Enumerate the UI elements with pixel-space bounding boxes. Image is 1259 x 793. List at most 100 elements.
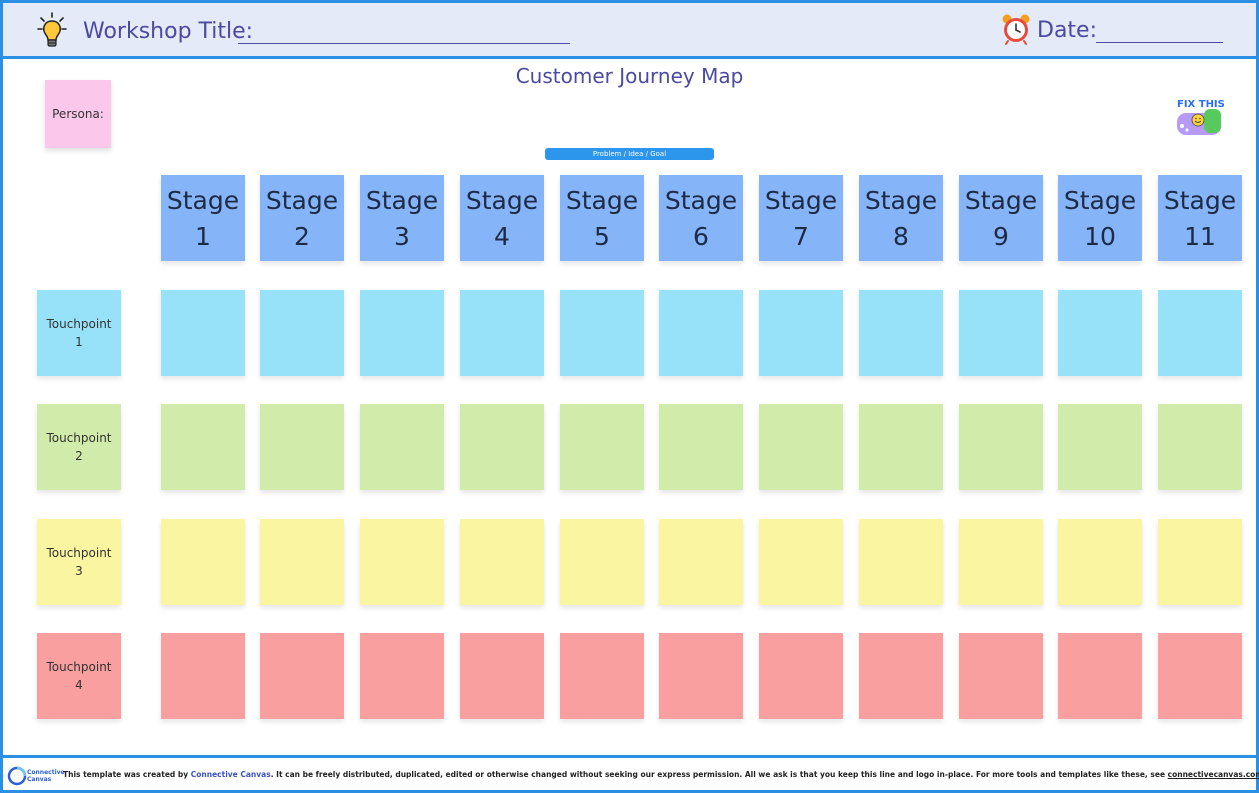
journey-sticky-note[interactable] [759,633,843,719]
journey-sticky-note[interactable] [859,404,943,490]
journey-sticky-note[interactable] [659,633,743,719]
problem-idea-goal-label[interactable]: Problem / Idea / Goal [545,148,714,160]
stage-header[interactable]: Stage 4 [460,175,544,261]
journey-sticky-note[interactable] [260,404,344,490]
journey-sticky-note[interactable] [260,633,344,719]
journey-sticky-note[interactable] [360,290,444,376]
journey-sticky-note[interactable] [759,290,843,376]
stage-word: Stage [365,186,439,215]
stage-word: Stage [565,186,639,215]
journey-sticky-note[interactable] [460,519,544,605]
journey-sticky-note[interactable] [659,290,743,376]
touchpoint-number: 2 [75,449,83,463]
stage-header[interactable]: Stage 1 [161,175,245,261]
journey-sticky-note[interactable] [659,519,743,605]
stage-header[interactable]: Stage 10 [1058,175,1142,261]
date-label: Date: [1037,18,1097,43]
journey-sticky-note[interactable] [161,290,245,376]
workshop-title-label: Workshop Title: [83,19,254,44]
stage-number: 5 [594,222,610,251]
journey-sticky-note[interactable] [1058,404,1142,490]
stage-number: 8 [893,222,909,251]
stage-number: 6 [693,222,709,251]
touchpoint-label[interactable]: Touchpoint 3 [37,519,121,605]
persona-sticky[interactable]: Persona: [45,80,111,148]
lightbulb-icon [37,12,67,47]
svg-text:Canvas: Canvas [27,776,52,783]
stage-header[interactable]: Stage 2 [260,175,344,261]
stage-header[interactable]: Stage 7 [759,175,843,261]
stage-number: 2 [294,222,310,251]
stage-number: 4 [494,222,510,251]
journey-sticky-note[interactable] [260,519,344,605]
stage-number: 7 [793,222,809,251]
svg-text:Connective: Connective [27,769,65,776]
stage-word: Stage [1063,186,1137,215]
problem-label-text: Problem / Idea / Goal [592,150,667,158]
stage-header[interactable]: Stage 11 [1158,175,1242,261]
touchpoint-number: 3 [75,564,83,578]
journey-sticky-note[interactable] [1058,633,1142,719]
journey-sticky-note[interactable] [959,404,1043,490]
fix-this-text: FIX THIS [1177,99,1225,110]
stage-number: 11 [1184,222,1216,251]
stage-word: Stage [1163,186,1237,215]
journey-sticky-note[interactable] [859,519,943,605]
footer-link[interactable]: connectivecanvas.com [1167,770,1259,779]
journey-sticky-note[interactable] [1158,290,1242,376]
stage-word: Stage [764,186,838,215]
touchpoint-word: Touchpoint [46,546,112,560]
journey-sticky-note[interactable] [560,290,644,376]
footer-text-before: This template was created by [63,770,191,779]
stage-word: Stage [166,186,240,215]
journey-sticky-note[interactable] [460,404,544,490]
journey-sticky-note[interactable] [560,519,644,605]
footer-text-middle: . It can be freely distributed, duplicat… [270,770,1168,779]
touchpoint-word: Touchpoint [46,660,112,674]
touchpoint-label[interactable]: Touchpoint 2 [37,404,121,490]
header: Workshop Title: Date: [3,3,1256,59]
journey-sticky-note[interactable] [360,633,444,719]
journey-sticky-note[interactable] [260,290,344,376]
alarm-clock-icon [1002,14,1030,45]
touchpoint-label[interactable]: Touchpoint 1 [37,290,121,376]
journey-sticky-note[interactable] [959,290,1043,376]
journey-sticky-note[interactable] [560,404,644,490]
touchpoint-label[interactable]: Touchpoint 4 [37,633,121,719]
stage-header[interactable]: Stage 3 [360,175,444,261]
stage-number: 3 [394,222,410,251]
stage-header[interactable]: Stage 6 [659,175,743,261]
journey-sticky-note[interactable] [1158,633,1242,719]
journey-sticky-note[interactable] [759,404,843,490]
journey-sticky-note[interactable] [959,633,1043,719]
stage-word: Stage [664,186,738,215]
journey-sticky-note[interactable] [460,633,544,719]
journey-sticky-note[interactable] [1158,404,1242,490]
journey-sticky-note[interactable] [859,633,943,719]
journey-sticky-note[interactable] [859,290,943,376]
journey-sticky-note[interactable] [161,633,245,719]
date-field[interactable] [1096,42,1223,43]
journey-sticky-note[interactable] [759,519,843,605]
stage-word: Stage [864,186,938,215]
stage-header[interactable]: Stage 5 [560,175,644,261]
touchpoint-word: Touchpoint [46,431,112,445]
journey-sticky-note[interactable] [959,519,1043,605]
journey-sticky-note[interactable] [161,519,245,605]
workshop-title-field[interactable] [238,43,570,44]
journey-sticky-note[interactable] [1058,290,1142,376]
journey-sticky-note[interactable] [460,290,544,376]
journey-sticky-note[interactable] [161,404,245,490]
journey-sticky-note[interactable] [560,633,644,719]
journey-sticky-note[interactable] [360,519,444,605]
touchpoint-number: 1 [75,335,83,349]
footer-text: This template was created by Connective … [63,770,1259,779]
stage-header[interactable]: Stage 8 [859,175,943,261]
journey-sticky-note[interactable] [659,404,743,490]
journey-sticky-note[interactable] [1158,519,1242,605]
footer: Connective Canvas This template was crea… [3,755,1259,790]
journey-sticky-note[interactable] [360,404,444,490]
journey-sticky-note[interactable] [1058,519,1142,605]
stage-header[interactable]: Stage 9 [959,175,1043,261]
